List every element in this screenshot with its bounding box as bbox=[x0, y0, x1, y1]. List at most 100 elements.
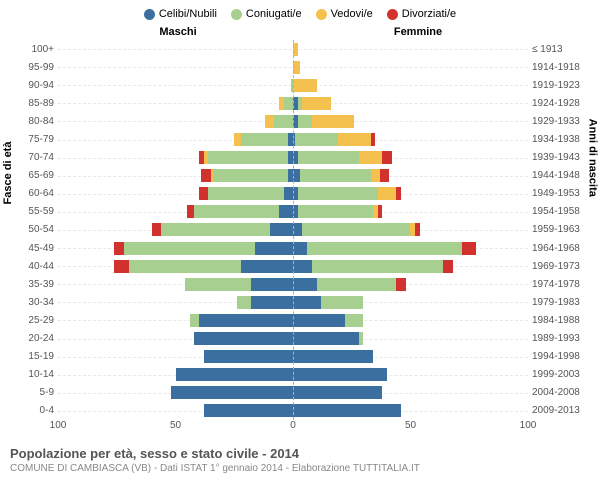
segment-s bbox=[293, 350, 373, 363]
male-bar bbox=[58, 350, 293, 363]
y-axis-right-title: Anni di nascita bbox=[586, 119, 598, 197]
segment-c bbox=[213, 169, 288, 182]
birth-year-label: 1929-1933 bbox=[532, 112, 590, 130]
legend-swatch bbox=[387, 9, 398, 20]
x-tick: 100 bbox=[50, 420, 67, 431]
female-bar bbox=[293, 187, 528, 200]
age-label: 70-74 bbox=[10, 149, 58, 167]
age-label: 85-89 bbox=[10, 94, 58, 112]
age-label: 65-69 bbox=[10, 167, 58, 185]
male-bar bbox=[58, 115, 293, 128]
age-label: 75-79 bbox=[10, 130, 58, 148]
segment-d bbox=[187, 205, 194, 218]
birth-year-labels: ≤ 19131914-19181919-19231924-19281929-19… bbox=[528, 40, 590, 420]
segment-s bbox=[255, 242, 293, 255]
x-axis: 10050050100 bbox=[58, 420, 528, 436]
segment-w bbox=[293, 79, 317, 92]
segment-c bbox=[298, 115, 312, 128]
segment-s bbox=[199, 314, 293, 327]
segment-c bbox=[161, 223, 269, 236]
age-labels: 100+95-9990-9485-8980-8475-7970-7465-696… bbox=[10, 40, 58, 420]
segment-s bbox=[284, 187, 293, 200]
male-bar bbox=[58, 332, 293, 345]
segment-s bbox=[293, 368, 387, 381]
birth-year-label: 1979-1983 bbox=[532, 293, 590, 311]
female-bar bbox=[293, 296, 528, 309]
segment-c bbox=[237, 296, 251, 309]
segment-c bbox=[298, 151, 359, 164]
female-bar bbox=[293, 169, 528, 182]
segment-w bbox=[338, 133, 371, 146]
birth-year-label: 1939-1943 bbox=[532, 149, 590, 167]
birth-year-label: 2009-2013 bbox=[532, 402, 590, 420]
male-bar bbox=[58, 133, 293, 146]
male-bar bbox=[58, 314, 293, 327]
segment-c bbox=[295, 133, 337, 146]
segment-s bbox=[251, 278, 293, 291]
segment-c bbox=[298, 187, 378, 200]
segment-c bbox=[359, 332, 364, 345]
male-bar bbox=[58, 79, 293, 92]
segment-w bbox=[234, 133, 241, 146]
segment-d bbox=[378, 205, 383, 218]
segment-s bbox=[293, 260, 312, 273]
birth-year-label: 1999-2003 bbox=[532, 366, 590, 384]
male-bar bbox=[58, 187, 293, 200]
chart-title: Popolazione per età, sesso e stato civil… bbox=[10, 446, 590, 461]
birth-year-label: 1924-1928 bbox=[532, 94, 590, 112]
female-bar bbox=[293, 97, 528, 110]
birth-year-label: 1954-1958 bbox=[532, 203, 590, 221]
legend-item: Divorziati/e bbox=[387, 8, 456, 20]
segment-w bbox=[265, 115, 274, 128]
male-bar bbox=[58, 169, 293, 182]
female-bar bbox=[293, 368, 528, 381]
age-label: 15-19 bbox=[10, 348, 58, 366]
female-bar bbox=[293, 260, 528, 273]
birth-year-label: 1949-1953 bbox=[532, 185, 590, 203]
segment-c bbox=[274, 115, 293, 128]
age-label: 25-29 bbox=[10, 311, 58, 329]
age-label: 20-24 bbox=[10, 330, 58, 348]
segment-d bbox=[114, 260, 128, 273]
segment-c bbox=[317, 278, 397, 291]
male-bar bbox=[58, 205, 293, 218]
age-label: 90-94 bbox=[10, 76, 58, 94]
birth-year-label: 1944-1948 bbox=[532, 167, 590, 185]
chart-subtitle: COMUNE DI CAMBIASCA (VB) - Dati ISTAT 1°… bbox=[10, 463, 590, 474]
segment-w bbox=[378, 187, 397, 200]
male-bar bbox=[58, 97, 293, 110]
segment-s bbox=[241, 260, 293, 273]
population-pyramid-chart: Celibi/NubiliConiugati/eVedovi/eDivorzia… bbox=[0, 0, 600, 500]
female-bar bbox=[293, 61, 528, 74]
segment-c bbox=[284, 97, 293, 110]
segment-d bbox=[443, 260, 452, 273]
age-label: 35-39 bbox=[10, 275, 58, 293]
segment-s bbox=[293, 404, 401, 417]
segment-w bbox=[302, 97, 330, 110]
birth-year-label: 1959-1963 bbox=[532, 221, 590, 239]
female-bar bbox=[293, 43, 528, 56]
legend-item: Vedovi/e bbox=[316, 8, 373, 20]
segment-d bbox=[382, 151, 391, 164]
segment-c bbox=[124, 242, 256, 255]
female-bar bbox=[293, 79, 528, 92]
male-bar bbox=[58, 242, 293, 255]
segment-d bbox=[201, 169, 210, 182]
legend-label: Coniugati/e bbox=[246, 8, 302, 20]
birth-year-label: 1964-1968 bbox=[532, 239, 590, 257]
segment-c bbox=[185, 278, 251, 291]
segment-s bbox=[293, 169, 300, 182]
birth-year-label: 1984-1988 bbox=[532, 311, 590, 329]
age-label: 55-59 bbox=[10, 203, 58, 221]
x-tick: 50 bbox=[170, 420, 181, 431]
gender-headers: Maschi Femmine bbox=[10, 26, 590, 38]
birth-year-label: 1914-1918 bbox=[532, 58, 590, 76]
age-label: 5-9 bbox=[10, 384, 58, 402]
birth-year-label: 1919-1923 bbox=[532, 76, 590, 94]
segment-c bbox=[302, 223, 410, 236]
y-axis-left-title: Fasce di età bbox=[2, 142, 14, 205]
segment-d bbox=[396, 278, 405, 291]
segment-s bbox=[194, 332, 293, 345]
segment-w bbox=[371, 169, 380, 182]
segment-s bbox=[293, 332, 359, 345]
